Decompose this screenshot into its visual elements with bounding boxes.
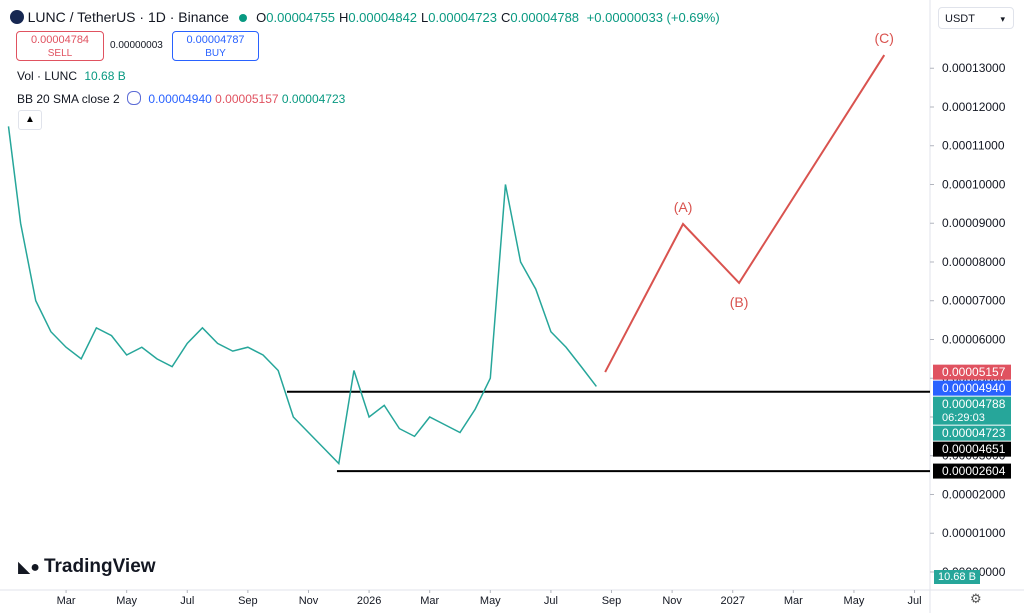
x-tick-label: Nov — [299, 595, 319, 607]
watermark-icon: ◣● — [18, 559, 40, 576]
ohlc-value: 0.00004723 — [428, 10, 497, 25]
bb-lower: 0.00004723 — [281, 92, 346, 106]
sell-label: SELL — [47, 48, 73, 59]
y-tick-label: 0.00010000 — [942, 177, 1006, 191]
status-dot — [238, 14, 247, 22]
y-tick-label: 0.00002000 — [942, 487, 1006, 501]
price-badge — [933, 380, 1011, 396]
price-badge — [933, 425, 1011, 441]
y-tick-label: 0.00001000 — [942, 526, 1006, 540]
price-badge — [933, 463, 1011, 479]
ohlc-key: O — [256, 10, 267, 25]
coin-logo — [10, 10, 24, 24]
price-badge-timer: 06:29:03 — [942, 412, 985, 424]
price-badge-label: 0.00004651 — [942, 442, 1006, 456]
x-tick-label: May — [844, 595, 865, 607]
wave-label: (C) — [875, 30, 894, 46]
settings-button[interactable]: ⚙ — [970, 591, 982, 606]
symbol-row: LUNC / TetherUS · 1D · Binance O0.000047… — [10, 9, 720, 25]
bb-name: BB 20 SMA close 2 — [17, 92, 120, 106]
x-tick-label: Jul — [908, 595, 922, 607]
x-tick-label: May — [116, 595, 137, 607]
currency-select[interactable]: USDT ▾ — [938, 7, 1014, 29]
ohlc: O0.00004755 H0.00004842 L0.00004723 C0.0000… — [256, 10, 583, 25]
y-tick-label: 0.00006000 — [942, 332, 1006, 346]
price-badge-label: 0.00004723 — [942, 426, 1006, 440]
y-tick-label: 0.00011000 — [942, 139, 1005, 153]
x-tick-label: Mar — [420, 595, 439, 607]
x-tick-label: 2027 — [720, 595, 744, 607]
price-badge-label: 0.00005157 — [942, 365, 1006, 379]
ohlc-value: 0.00004788 — [510, 10, 580, 25]
buy-button[interactable]: 0.00004787 BUY — [172, 31, 259, 61]
price-badge-label: 0.00004940 — [942, 381, 1006, 395]
ohlc-value: 0.00004842 — [348, 10, 418, 25]
change: +0.00000033 (+0.69%) — [586, 10, 720, 25]
x-tick-label: Sep — [238, 595, 258, 607]
bb-icon — [127, 91, 142, 105]
plot-area — [0, 0, 930, 590]
sell-button[interactable]: 0.00004784 SELL — [16, 31, 104, 61]
buy-label: BUY — [205, 48, 226, 59]
bb-upper: 0.00005157 — [215, 92, 279, 106]
wave-line — [604, 54, 886, 373]
x-tick-label: Mar — [57, 595, 76, 607]
volume-name: Vol · LUNC — [17, 69, 78, 83]
price-badge — [933, 396, 1011, 425]
collapse-button[interactable]: ▲ — [18, 110, 42, 130]
volume-badge: 10.68 B — [934, 570, 980, 584]
bb-legend: BB 20 SMA close 2 0.00004940 0.00005157 … — [17, 91, 345, 106]
x-tick-label: Mar — [784, 595, 803, 607]
price-badge — [933, 441, 1011, 457]
y-tick-label: 0.00007000 — [942, 294, 1006, 308]
ohlc-value: 0.00004755 — [266, 10, 335, 25]
volume-legend: Vol · LUNC 10.68 B — [17, 69, 126, 83]
x-tick-label: Sep — [602, 595, 622, 607]
y-tick-label: 0.00009000 — [942, 216, 1006, 230]
price-badge-label: 0.00004788 — [942, 397, 1006, 411]
y-tick-label: 0.00013000 — [942, 61, 1006, 75]
ohlc-key: C — [500, 10, 511, 25]
volume-value: 10.68 B — [84, 69, 126, 83]
chevron: ▾ — [1000, 14, 1005, 24]
wave-label: (A) — [674, 199, 693, 215]
currency: USDT — [945, 13, 975, 25]
price-badge — [933, 364, 1011, 380]
y-tick-label: 0.00008000 — [942, 255, 1006, 269]
symbol: LUNC / TetherUS · 1D · Binance — [27, 9, 229, 25]
ohlc-key: H — [338, 10, 349, 25]
x-tick-label: Nov — [662, 595, 682, 607]
price-line — [7, 126, 597, 466]
ohlc-key: L — [421, 10, 429, 25]
y-tick-label: 0.00012000 — [942, 100, 1006, 114]
watermark-text: TradingView — [43, 556, 156, 577]
watermark: ◣● TradingView — [18, 556, 156, 578]
price-badge-label: 0.00002604 — [942, 464, 1006, 478]
buy-price: 0.00004787 — [186, 34, 245, 46]
x-tick-label: 2026 — [357, 595, 381, 607]
wave-label: (B) — [730, 294, 749, 310]
x-tick-label: May — [480, 595, 501, 607]
x-tick-label: Jul — [180, 595, 194, 607]
x-tick-label: Jul — [544, 595, 558, 607]
bb-basis: 0.00004940 — [148, 92, 212, 106]
spread: 0.00000003 — [110, 40, 163, 51]
sell-price: 0.00004784 — [30, 34, 90, 46]
